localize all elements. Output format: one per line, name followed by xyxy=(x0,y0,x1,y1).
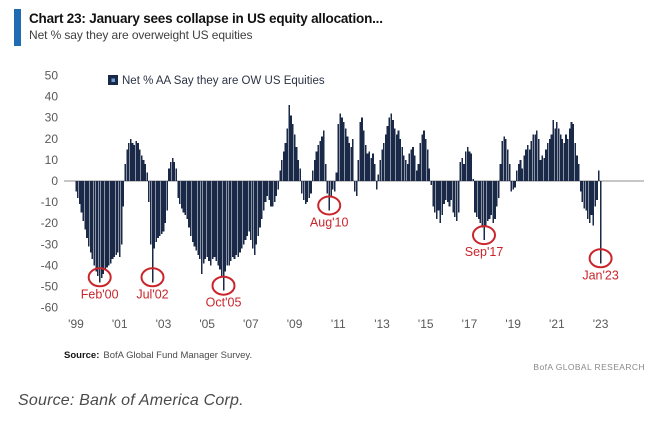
svg-text:10: 10 xyxy=(45,153,59,167)
accent-bar xyxy=(14,9,21,46)
svg-text:Aug'10: Aug'10 xyxy=(310,216,349,230)
svg-text:Feb'00: Feb'00 xyxy=(81,287,119,301)
svg-text:Net % AA Say they are OW US Eq: Net % AA Say they are OW US Equities xyxy=(122,75,325,87)
source-label: Source: xyxy=(64,350,100,361)
svg-text:'21: '21 xyxy=(549,317,565,331)
bofa-global-research-brand: BofA GLOBAL RESEARCH xyxy=(533,362,645,372)
chart-source-line: Source: BofA Global Fund Manager Survey. xyxy=(64,350,252,361)
svg-text:20: 20 xyxy=(45,132,59,146)
svg-text:'13: '13 xyxy=(374,317,390,331)
svg-text:'05: '05 xyxy=(199,317,215,331)
svg-text:-30: -30 xyxy=(41,237,59,251)
svg-text:30: 30 xyxy=(45,111,59,125)
svg-text:'99: '99 xyxy=(68,317,84,331)
chart-titles: Chart 23: January sees collapse in US eq… xyxy=(29,9,383,46)
image-caption: Source: Bank of America Corp. xyxy=(18,392,244,409)
svg-text:0: 0 xyxy=(51,174,58,188)
svg-text:'19: '19 xyxy=(505,317,521,331)
svg-text:-60: -60 xyxy=(41,301,59,315)
svg-text:'23: '23 xyxy=(593,317,609,331)
svg-text:-50: -50 xyxy=(41,280,59,294)
svg-text:'17: '17 xyxy=(462,317,478,331)
svg-text:-40: -40 xyxy=(41,258,59,272)
svg-text:'01: '01 xyxy=(112,317,128,331)
svg-text:'11: '11 xyxy=(331,317,346,331)
svg-text:Jul'02: Jul'02 xyxy=(136,287,168,301)
svg-text:'09: '09 xyxy=(287,317,303,331)
svg-text:'07: '07 xyxy=(243,317,259,331)
svg-text:Jan'23: Jan'23 xyxy=(582,268,618,282)
svg-text:-10: -10 xyxy=(41,195,59,209)
chart-title: Chart 23: January sees collapse in US eq… xyxy=(29,11,383,26)
source-text: BofA Global Fund Manager Survey. xyxy=(103,350,253,361)
svg-text:50: 50 xyxy=(45,69,59,83)
svg-text:Sep'17: Sep'17 xyxy=(465,245,504,259)
svg-text:'15: '15 xyxy=(418,317,434,331)
svg-text:Oct'05: Oct'05 xyxy=(206,296,242,310)
chart-header: Chart 23: January sees collapse in US eq… xyxy=(14,9,383,46)
us-equity-allocation-bar-chart: 50 40 30 20 10 0 -10 -20 -30 -40 -50 -60 '99 '01 '03 '0… xyxy=(41,69,644,331)
svg-text:40: 40 xyxy=(45,90,59,104)
chart-subtitle: Net % say they are overweight US equitie… xyxy=(29,28,253,42)
svg-text:-20: -20 xyxy=(41,216,59,230)
svg-text:'03: '03 xyxy=(156,317,172,331)
